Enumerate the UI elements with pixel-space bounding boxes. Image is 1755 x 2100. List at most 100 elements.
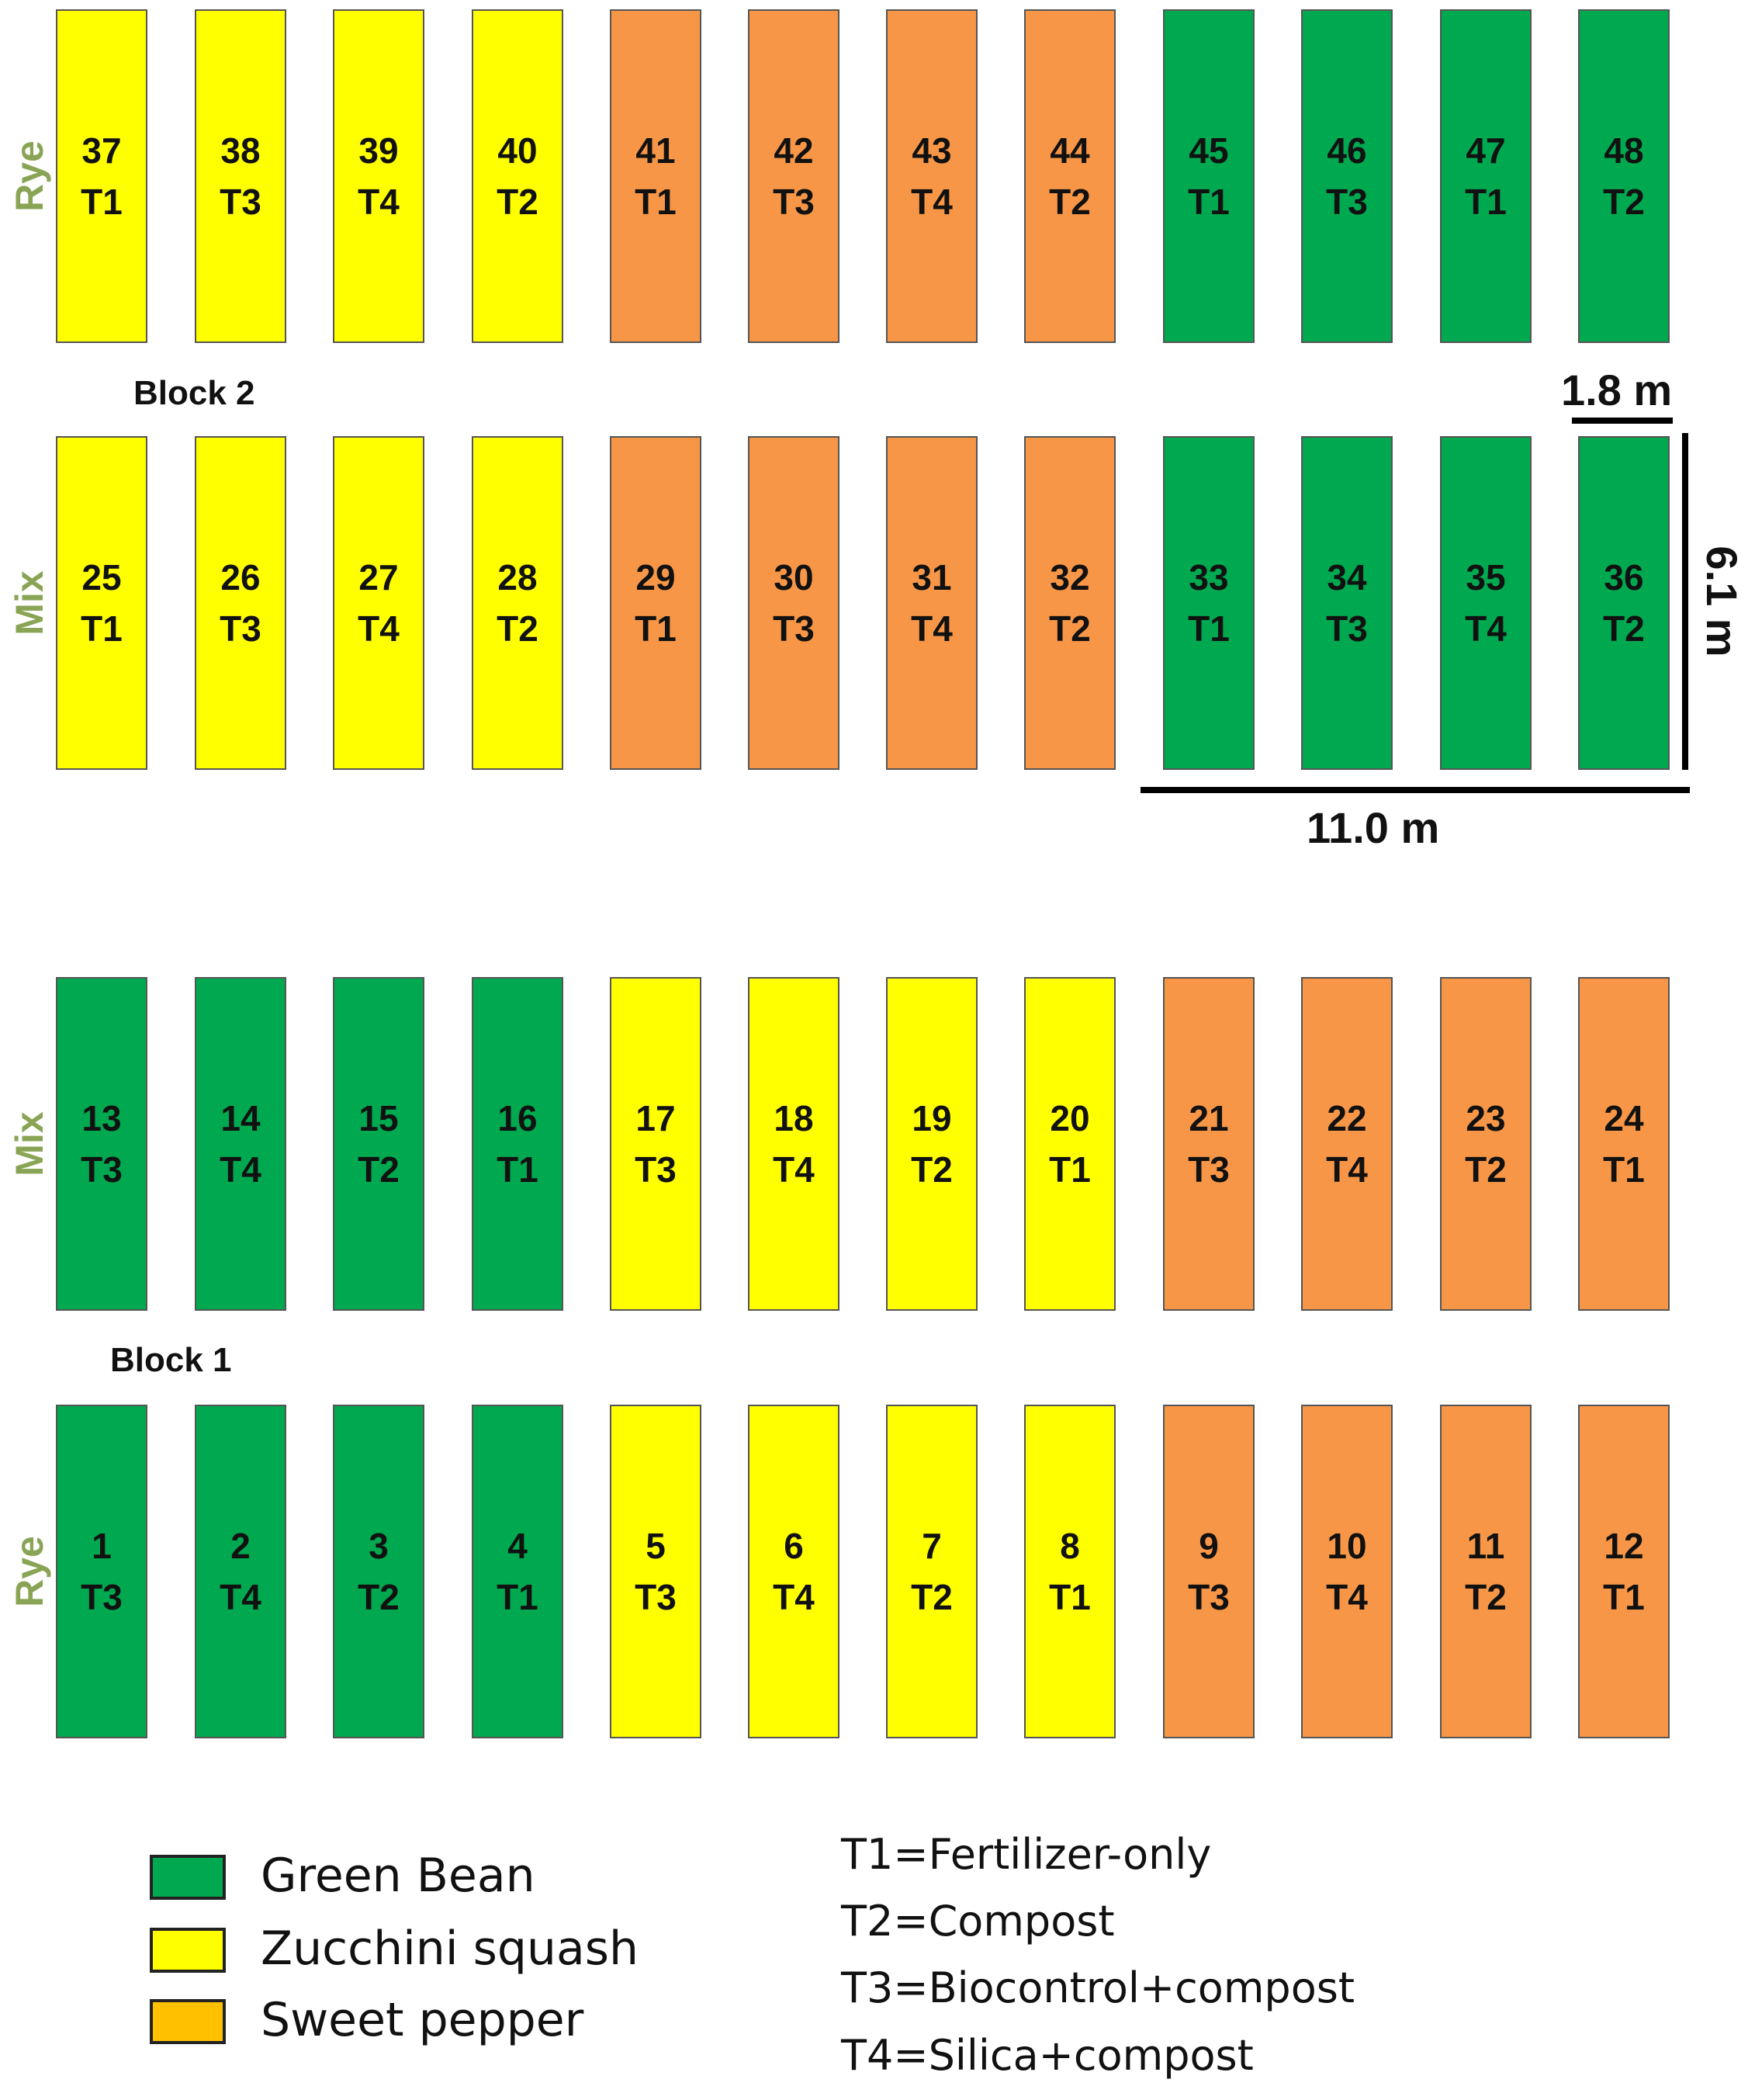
plot-number: 29 [635, 557, 676, 598]
plot-22: 22 T4 [1301, 977, 1393, 1311]
plot-6: 6 T4 [748, 1405, 839, 1738]
plot-18: 18 T4 [748, 977, 839, 1311]
plot-29: 29 T1 [610, 436, 701, 770]
legend-swatch-sweet-pepper [150, 1999, 226, 2044]
plot-treatment: T4 [358, 608, 400, 649]
plot-7: 7 T2 [886, 1405, 978, 1738]
plot-47: 47 T1 [1440, 9, 1532, 343]
plot-treatment: T2 [358, 1149, 400, 1190]
plot-number: 2 [230, 1526, 251, 1566]
plot-number: 39 [358, 130, 399, 171]
plot-number: 22 [1327, 1098, 1367, 1138]
plot-number: 38 [220, 130, 261, 171]
plot-number: 30 [774, 557, 814, 598]
legend-label: Sweet pepper [261, 1993, 584, 2047]
plot-treatment: T2 [1049, 182, 1091, 222]
plot-width-label: 1.8 m [1561, 366, 1673, 414]
plot-39: 39 T4 [333, 9, 424, 343]
plot-treatment: T3 [1188, 1577, 1230, 1617]
plot-number: 35 [1466, 557, 1506, 598]
plot-number: 12 [1604, 1526, 1644, 1566]
plot-number: 28 [497, 557, 538, 598]
row-label-rye: Rye [8, 1536, 51, 1607]
plot-31: 31 T4 [886, 436, 978, 770]
plot-treatment: T3 [635, 1149, 677, 1190]
plot-30: 30 T3 [748, 436, 839, 770]
plot-number: 10 [1327, 1526, 1367, 1566]
row-label-mix: Mix [8, 1111, 51, 1176]
plot-number: 16 [497, 1098, 538, 1138]
plot-treatment: T4 [220, 1149, 261, 1190]
plot-26: 26 T3 [195, 436, 286, 770]
plot-42: 42 T3 [748, 9, 839, 343]
row-label-rye: Rye [8, 140, 51, 212]
plot-treatment: T3 [220, 608, 261, 649]
plot-27: 27 T4 [333, 436, 424, 770]
plot-number: 5 [646, 1526, 666, 1566]
plot-treatment: T4 [1465, 608, 1507, 649]
legend-label: Green Bean [261, 1849, 535, 1903]
plot-treatment: T2 [1465, 1577, 1507, 1617]
plot-number: 44 [1050, 130, 1090, 171]
plot-2: 2 T4 [195, 1405, 286, 1738]
plot-treatment: T2 [358, 1577, 400, 1617]
plot-treatment: T4 [220, 1577, 261, 1617]
treatment-key-2: T2=Compost [841, 1897, 1115, 1946]
plot-28: 28 T2 [472, 436, 563, 770]
plot-treatment: T3 [635, 1577, 677, 1617]
plot-number: 42 [774, 130, 814, 171]
plot-treatment: T1 [81, 608, 123, 649]
plot-11: 11 T2 [1440, 1405, 1532, 1738]
plot-treatment: T2 [1603, 608, 1645, 649]
plot-treatment: T4 [773, 1577, 815, 1617]
plot-43: 43 T4 [886, 9, 978, 343]
group-width-label: 11.0 m [1307, 803, 1440, 852]
plot-treatment: T3 [81, 1149, 123, 1190]
plot-treatment: T1 [497, 1577, 538, 1617]
plot-number: 25 [81, 557, 122, 598]
plot-treatment: T4 [773, 1149, 815, 1190]
plot-treatment: T2 [1603, 182, 1645, 222]
plot-treatment: T2 [497, 182, 538, 222]
plot-number: 14 [220, 1098, 261, 1138]
plot-number: 27 [358, 557, 399, 598]
plot-treatment: T3 [1326, 182, 1368, 222]
plot-treatment: T1 [1049, 1577, 1091, 1617]
plot-treatment: T1 [1188, 608, 1230, 649]
plot-44: 44 T2 [1024, 9, 1116, 343]
plot-treatment: T2 [911, 1149, 953, 1190]
plot-treatment: T3 [773, 182, 815, 222]
plot-number: 41 [635, 130, 676, 171]
plot-treatment: T1 [1603, 1577, 1645, 1617]
plot-number: 11 [1466, 1526, 1505, 1566]
plot-number: 48 [1604, 130, 1644, 171]
plot-33: 33 T1 [1163, 436, 1255, 770]
plot-9: 9 T3 [1163, 1405, 1255, 1738]
plot-treatment: T1 [635, 608, 677, 649]
plot-treatment: T4 [1326, 1149, 1368, 1190]
plot-length-bar [1682, 433, 1688, 770]
plot-number: 37 [81, 130, 122, 171]
plot-number: 7 [922, 1526, 942, 1566]
plot-number: 46 [1327, 130, 1367, 171]
row-label-mix: Mix [8, 570, 51, 636]
plot-46: 46 T3 [1301, 9, 1393, 343]
plot-48: 48 T2 [1578, 9, 1670, 343]
plot-treatment: T4 [911, 608, 953, 649]
plot-8: 8 T1 [1024, 1405, 1116, 1738]
plot-number: 40 [497, 130, 538, 171]
block-1-label: Block 1 [110, 1341, 232, 1379]
plot-13: 13 T3 [56, 977, 147, 1311]
plot-number: 45 [1189, 130, 1229, 171]
plot-32: 32 T2 [1024, 436, 1116, 770]
plot-number: 32 [1050, 557, 1090, 598]
plot-treatment: T2 [1465, 1149, 1507, 1190]
plot-treatment: T3 [81, 1577, 123, 1617]
plot-45: 45 T1 [1163, 9, 1255, 343]
plot-number: 34 [1327, 557, 1367, 598]
plot-number: 23 [1466, 1098, 1506, 1138]
plot-treatment: T1 [1188, 182, 1230, 222]
plot-number: 3 [369, 1526, 389, 1566]
plot-treatment: T4 [1326, 1577, 1368, 1617]
